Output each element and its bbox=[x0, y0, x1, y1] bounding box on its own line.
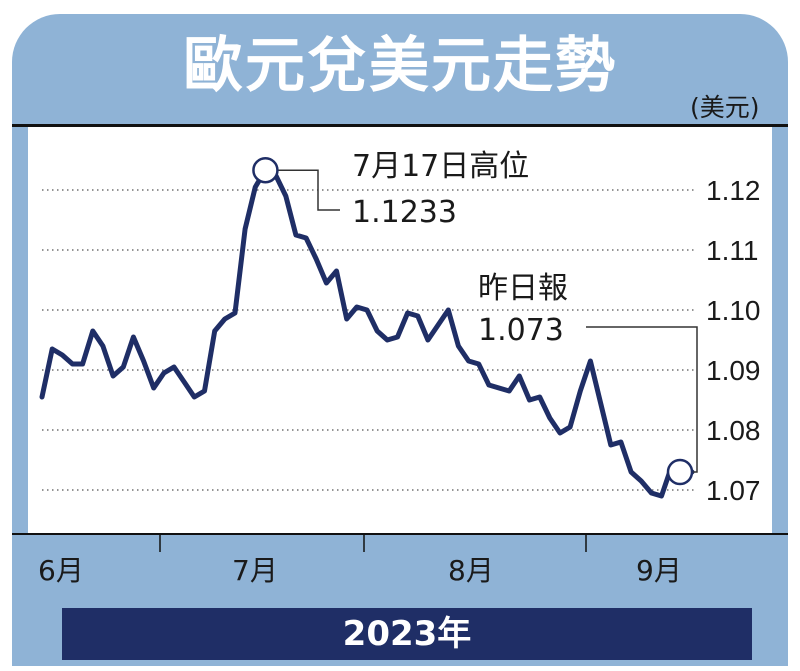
month-label: 7月 bbox=[232, 554, 278, 587]
latest-marker bbox=[666, 458, 694, 486]
year-label: 2023年 bbox=[62, 608, 752, 660]
series-line bbox=[39, 167, 695, 499]
latest-callout-leader bbox=[586, 326, 698, 473]
y-tick-label: 1.08 bbox=[706, 415, 761, 446]
plot-bottom-border bbox=[12, 533, 788, 535]
unit-label: (美元) bbox=[690, 93, 760, 122]
latest-annotation-value: 1.073 bbox=[478, 313, 564, 348]
latest-annotation-label: 昨日報 bbox=[478, 271, 568, 306]
y-tick-label: 1.11 bbox=[706, 235, 758, 266]
high-annotation-value: 1.1233 bbox=[352, 195, 457, 230]
high-annotation-label: 7月17日高位 bbox=[352, 149, 529, 184]
y-tick-label: 1.10 bbox=[706, 295, 761, 326]
month-label: 8月 bbox=[448, 554, 494, 587]
plot-top-border bbox=[12, 124, 788, 127]
month-label: 9月 bbox=[636, 554, 682, 587]
chart-title: 歐元兌美元走勢 bbox=[183, 31, 617, 101]
y-tick-label: 1.12 bbox=[706, 175, 761, 206]
y-tick-label: 1.07 bbox=[706, 475, 761, 506]
high-callout-leader bbox=[277, 169, 340, 211]
high-marker bbox=[252, 156, 279, 184]
y-tick-label: 1.09 bbox=[706, 355, 761, 386]
month-label: 6月 bbox=[38, 554, 84, 587]
